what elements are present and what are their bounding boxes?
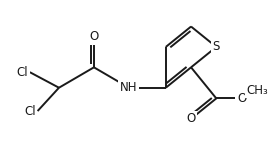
Text: S: S [213, 41, 220, 53]
Text: O: O [89, 30, 98, 43]
Text: Cl: Cl [24, 105, 36, 118]
Text: O: O [237, 92, 246, 105]
Text: O: O [186, 112, 196, 125]
Text: CH₃: CH₃ [246, 84, 268, 97]
Text: NH: NH [120, 81, 138, 94]
Text: Cl: Cl [16, 66, 28, 79]
